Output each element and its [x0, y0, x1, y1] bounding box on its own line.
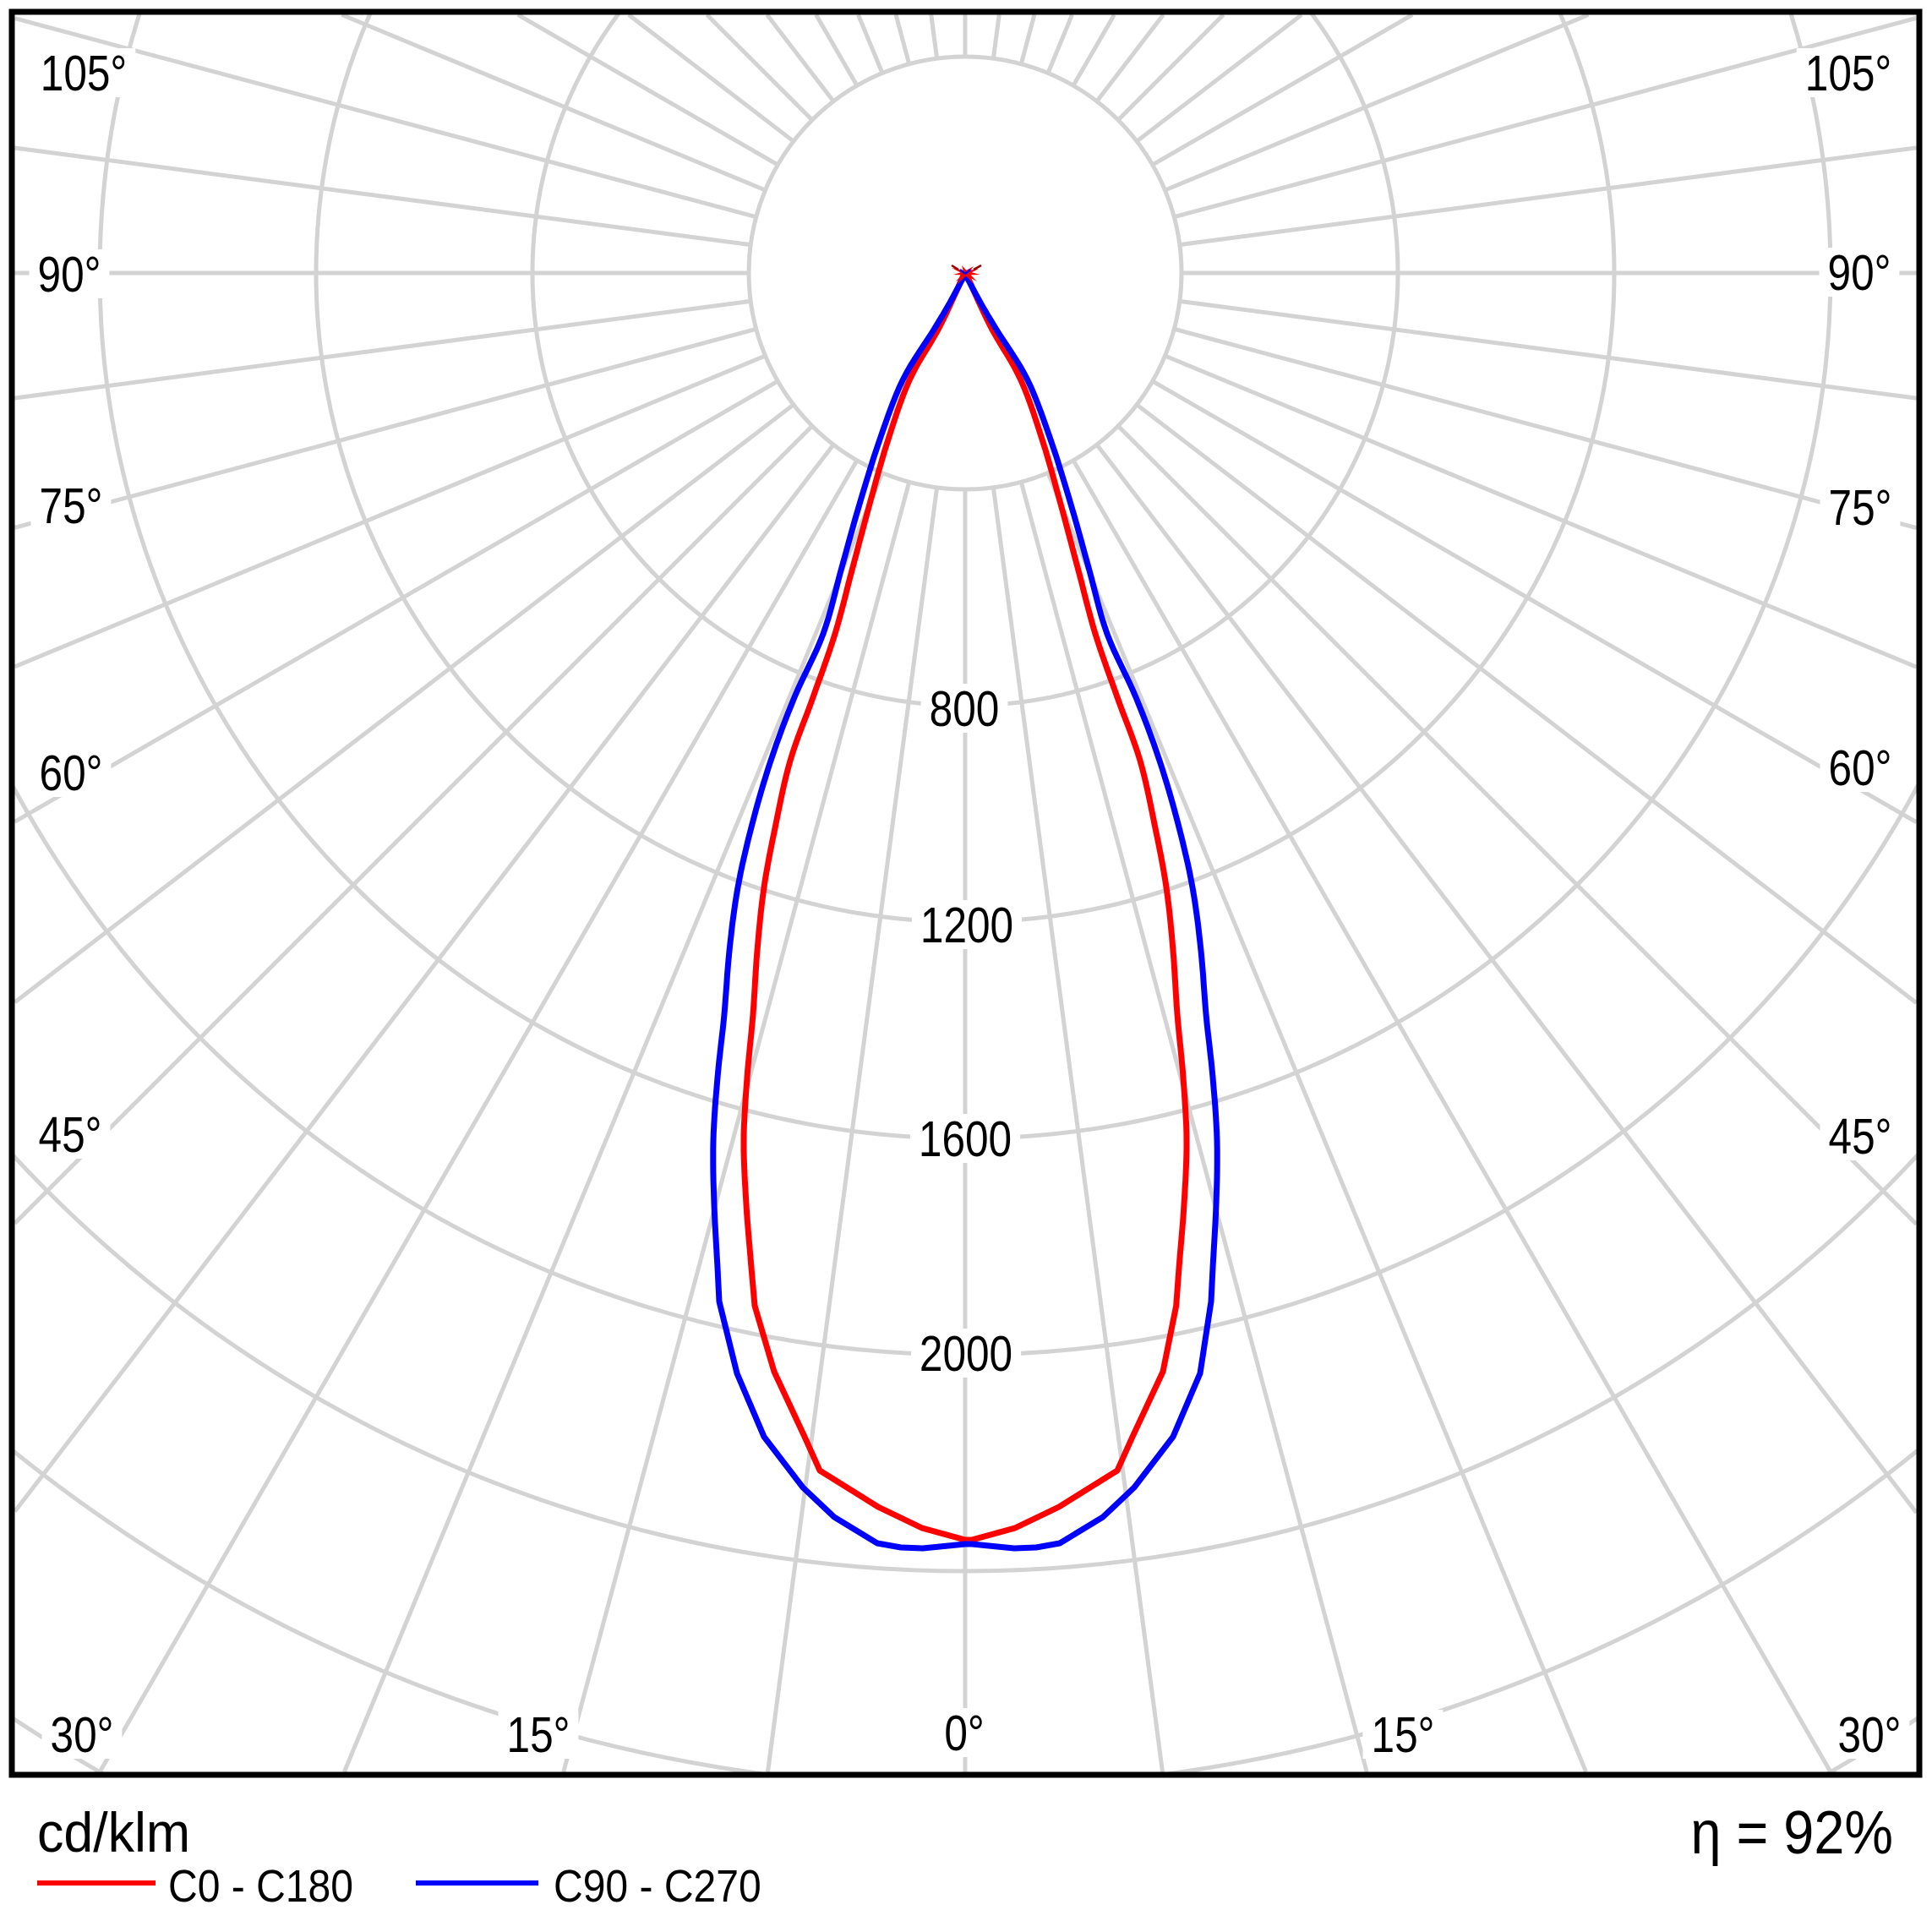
svg-text:75°: 75° [1829, 480, 1892, 536]
svg-text:800: 800 [930, 681, 1000, 737]
svg-text:105°: 105° [41, 46, 127, 101]
svg-text:C90 - C270: C90 - C270 [554, 1860, 761, 1911]
svg-text:60°: 60° [40, 745, 103, 801]
svg-text:30°: 30° [51, 1707, 114, 1763]
svg-text:15°: 15° [1372, 1707, 1435, 1763]
svg-text:0°: 0° [944, 1706, 984, 1761]
svg-text:2000: 2000 [920, 1326, 1012, 1382]
svg-text:15°: 15° [507, 1707, 570, 1763]
svg-text:30°: 30° [1838, 1707, 1902, 1763]
svg-text:cd/klm: cd/klm [37, 1802, 190, 1864]
svg-text:60°: 60° [1829, 740, 1892, 796]
svg-text:C0 - C180: C0 - C180 [168, 1860, 353, 1911]
svg-text:η = 92%: η = 92% [1690, 1798, 1893, 1867]
svg-text:1200: 1200 [920, 898, 1013, 953]
svg-text:90°: 90° [38, 247, 101, 303]
svg-text:105°: 105° [1805, 46, 1891, 101]
svg-text:90°: 90° [1828, 245, 1891, 301]
svg-text:45°: 45° [39, 1107, 102, 1163]
svg-text:45°: 45° [1829, 1109, 1892, 1165]
svg-text:75°: 75° [40, 478, 103, 534]
svg-text:1600: 1600 [919, 1111, 1012, 1167]
